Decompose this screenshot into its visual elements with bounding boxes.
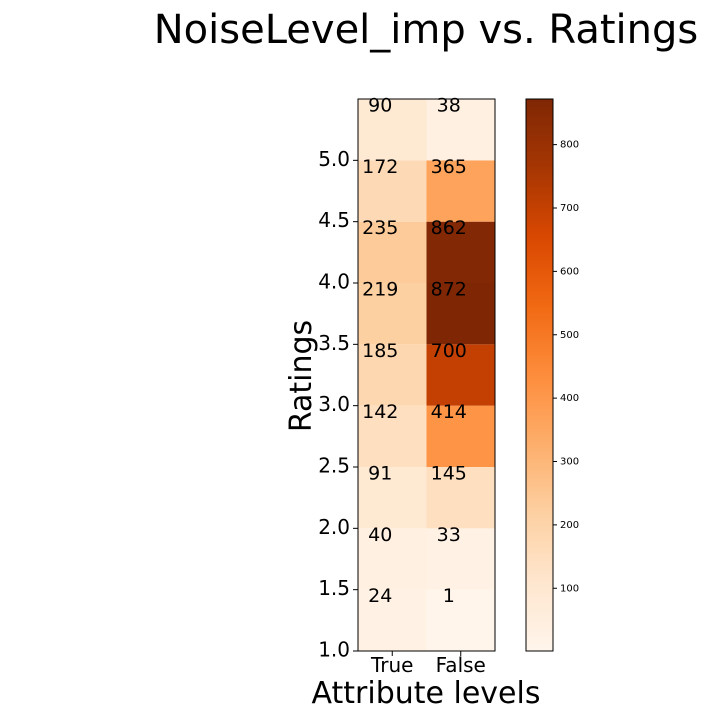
- colorbar-tick-label: 500: [560, 330, 579, 341]
- cell-value-label: 145: [431, 463, 467, 485]
- heatmap-cell: [426, 528, 495, 590]
- heatmap-cell: [426, 160, 495, 222]
- cell-value-labels: 24 1 40 33 91 145 142 414 185 700 219 872 235 862 172 3…: [362, 95, 467, 608]
- colorbar-tick-label: 700: [560, 203, 579, 214]
- heatmap-cell: [426, 467, 495, 529]
- cell-value-label: 414: [431, 401, 467, 423]
- y-tick-label: 3.0: [318, 392, 350, 416]
- cell-value-label: 872: [431, 279, 467, 301]
- y-axis-ticks: 1.0 1.5 2.0 2.5 3.0 3.5 4.0 4.5 5.0: [318, 147, 358, 662]
- heatmap-cell: [426, 99, 495, 161]
- heatmap-cell: [358, 467, 427, 529]
- heatmap-cell: [426, 221, 495, 283]
- plot-frame: [357, 98, 496, 652]
- y-tick-label: 2.5: [318, 454, 350, 478]
- heatmap-cell: [358, 344, 427, 406]
- x-tick-label: False: [436, 653, 486, 677]
- heatmap-cell: [426, 283, 495, 345]
- heatmap-cell: [358, 160, 427, 222]
- y-tick-label: 1.5: [318, 576, 350, 600]
- y-tick-label: 4.5: [318, 208, 350, 232]
- y-tick-label: 1.0: [318, 638, 350, 662]
- heatmap-cell: [358, 283, 427, 345]
- cell-value-label: 91: [368, 463, 392, 485]
- cell-value-label: 235: [362, 217, 398, 239]
- cell-value-label: 1: [443, 585, 455, 607]
- colorbar-tick-label: 100: [560, 583, 579, 594]
- x-tick-label: True: [370, 653, 413, 677]
- cell-value-label: 219: [362, 279, 398, 301]
- x-axis-ticks: True False: [370, 651, 486, 677]
- colorbar-tick-label: 400: [560, 393, 579, 404]
- heatmap-cell: [426, 589, 495, 651]
- colorbar-tick-label: 200: [560, 520, 579, 531]
- heatmap-cell: [426, 405, 495, 467]
- cell-value-label: 24: [368, 585, 392, 607]
- cell-value-label: 172: [362, 156, 398, 178]
- y-tick-label: 5.0: [318, 147, 350, 171]
- cell-value-label: 90: [368, 95, 392, 117]
- cell-value-label: 185: [362, 340, 398, 362]
- heatmap-cell: [358, 221, 427, 283]
- heatmap-cells: [358, 99, 495, 651]
- colorbar-tick-label: 600: [560, 266, 579, 277]
- cell-value-label: 142: [362, 401, 398, 423]
- colorbar-tick-label: 300: [560, 457, 579, 468]
- x-axis-label: Attribute levels: [312, 676, 541, 711]
- cell-value-label: 862: [431, 217, 467, 239]
- heatmap-cell: [358, 99, 427, 161]
- y-axis-label: Ratings: [284, 320, 319, 432]
- colorbar: [525, 98, 554, 652]
- chart-title: NoiseLevel_imp vs. Ratings: [154, 7, 698, 53]
- heatmap-cell: [358, 405, 427, 467]
- colorbar-ticks: 100 200 300 400 500 600 700 800: [553, 140, 579, 594]
- cell-value-label: 38: [437, 95, 461, 117]
- cell-value-label: 700: [431, 340, 467, 362]
- y-tick-label: 2.0: [318, 515, 350, 539]
- heatmap-cell: [358, 589, 427, 651]
- cell-value-label: 33: [437, 524, 461, 546]
- heatmap-cell: [358, 528, 427, 590]
- colorbar-tick-label: 800: [560, 140, 579, 151]
- heatmap-cell: [426, 344, 495, 406]
- cell-value-label: 40: [368, 524, 392, 546]
- y-tick-label: 3.5: [318, 331, 350, 355]
- y-tick-label: 4.0: [318, 270, 350, 294]
- cell-value-label: 365: [431, 156, 467, 178]
